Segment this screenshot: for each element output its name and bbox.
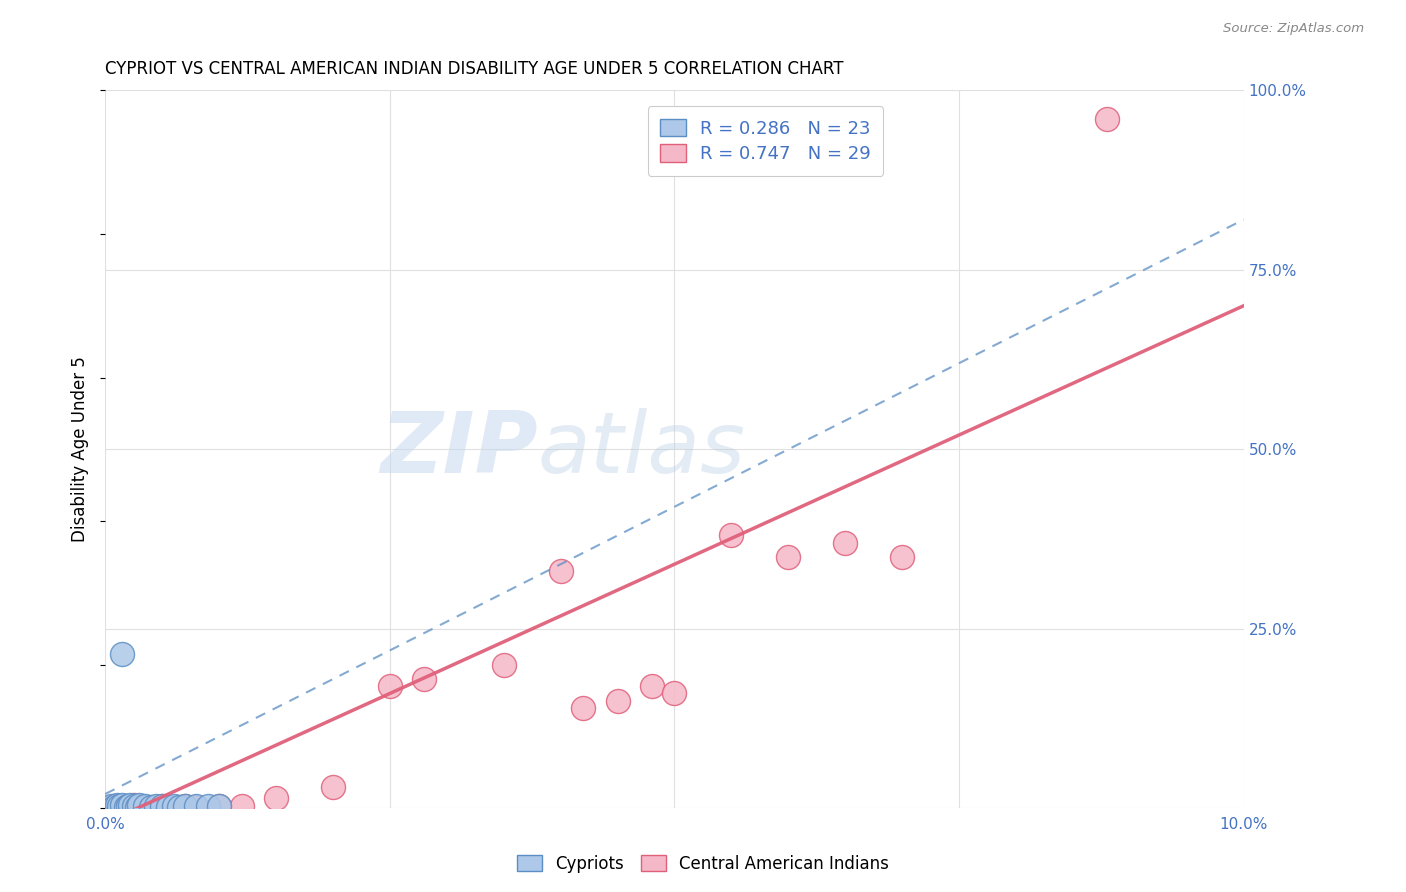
Point — [128, 799, 150, 814]
Text: Source: ZipAtlas.com: Source: ZipAtlas.com — [1223, 22, 1364, 36]
Point — [492, 657, 515, 672]
Point — [127, 800, 149, 814]
Point — [103, 800, 125, 814]
Point — [186, 799, 208, 814]
Point — [186, 800, 208, 814]
Point — [111, 800, 134, 814]
Point — [197, 799, 219, 814]
Point — [231, 799, 253, 814]
Point — [413, 672, 436, 686]
Point — [167, 800, 190, 814]
Point — [145, 799, 167, 814]
Point — [111, 798, 134, 813]
Point — [111, 647, 134, 661]
Point — [720, 528, 742, 542]
Point — [174, 799, 197, 814]
Point — [114, 799, 136, 814]
Point — [120, 798, 142, 813]
Point — [134, 799, 156, 814]
Point — [322, 780, 344, 794]
Text: CYPRIOT VS CENTRAL AMERICAN INDIAN DISABILITY AGE UNDER 5 CORRELATION CHART: CYPRIOT VS CENTRAL AMERICAN INDIAN DISAB… — [105, 60, 844, 78]
Point — [162, 799, 184, 814]
Point — [264, 790, 287, 805]
Point — [150, 799, 173, 814]
Point — [105, 800, 128, 814]
Point — [100, 800, 122, 814]
Point — [778, 549, 800, 564]
Point — [174, 799, 197, 814]
Point — [891, 549, 914, 564]
Point — [834, 535, 856, 549]
Point — [114, 800, 136, 814]
Point — [641, 679, 664, 693]
Point — [156, 800, 179, 814]
Text: ZIP: ZIP — [380, 408, 538, 491]
Point — [117, 800, 139, 814]
Point — [117, 799, 139, 814]
Point — [378, 679, 401, 693]
Y-axis label: Disability Age Under 5: Disability Age Under 5 — [72, 357, 89, 542]
Point — [122, 799, 145, 814]
Point — [606, 693, 628, 707]
Point — [103, 799, 125, 814]
Point — [550, 565, 572, 579]
Point — [208, 799, 231, 814]
Point — [1095, 112, 1118, 126]
Legend: R = 0.286   N = 23, R = 0.747   N = 29: R = 0.286 N = 23, R = 0.747 N = 29 — [648, 106, 883, 176]
Point — [105, 797, 128, 812]
Point — [108, 799, 131, 814]
Point — [122, 798, 145, 813]
Point — [208, 799, 231, 814]
Point — [100, 799, 122, 814]
Text: atlas: atlas — [538, 408, 745, 491]
Point — [572, 701, 595, 715]
Point — [150, 799, 173, 814]
Point — [108, 799, 131, 814]
Point — [128, 798, 150, 813]
Point — [664, 686, 686, 700]
Point — [139, 800, 162, 814]
Legend: Cypriots, Central American Indians: Cypriots, Central American Indians — [510, 848, 896, 880]
